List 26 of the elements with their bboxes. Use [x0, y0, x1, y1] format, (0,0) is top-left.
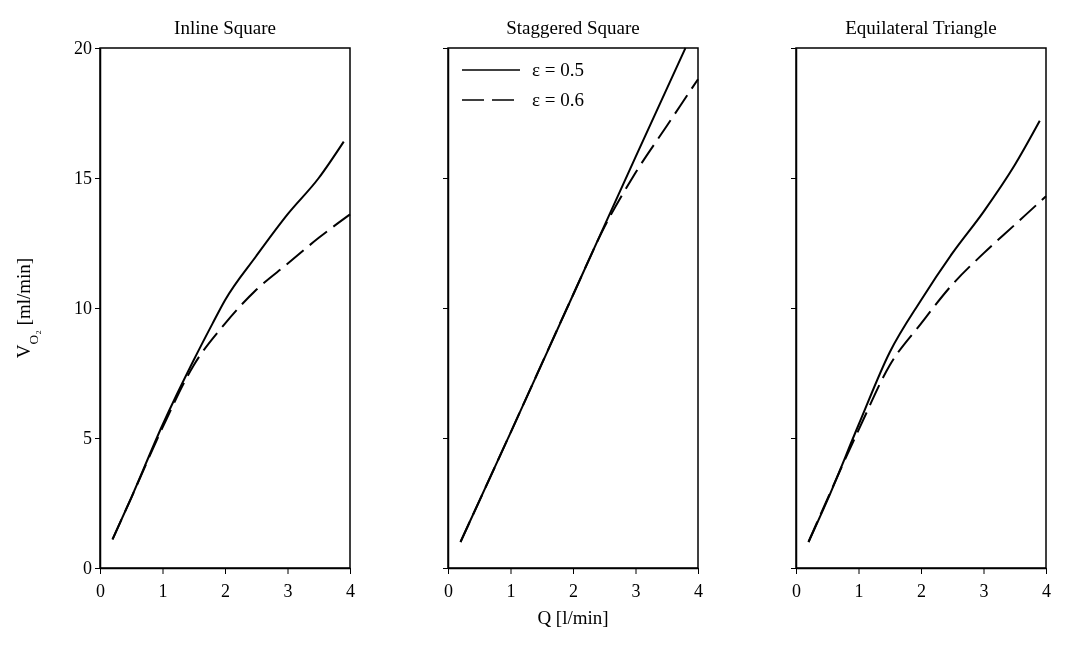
x-tick-label: 1 [158, 580, 168, 601]
x-tick-label: 4 [1042, 580, 1051, 601]
x-tick-label: 3 [979, 580, 989, 601]
y-tick-label: 20 [74, 38, 92, 59]
chart-title: Staggered Square [506, 17, 640, 38]
x-tick-label: 1 [854, 580, 864, 601]
x-tick-label: 0 [96, 580, 105, 601]
x-tick-label: 0 [792, 580, 801, 601]
x-tick-label: 2 [917, 580, 926, 601]
chart-title: Inline Square [174, 17, 276, 38]
legend-label: ε = 0.5 [532, 59, 584, 80]
x-tick-label: 4 [694, 580, 703, 601]
x-tick-label: 0 [444, 580, 453, 601]
y-tick-label: 5 [83, 428, 92, 449]
x-tick-label: 3 [283, 580, 293, 601]
x-tick-label: 2 [221, 580, 230, 601]
legend-label: ε = 0.6 [532, 89, 584, 110]
y-tick-label: 10 [74, 298, 92, 319]
x-tick-label: 1 [506, 580, 516, 601]
x-tick-label: 3 [631, 580, 641, 601]
x-tick-label: 4 [346, 580, 355, 601]
chart-title: Equilateral Triangle [845, 17, 997, 38]
y-tick-label: 0 [83, 558, 92, 579]
x-tick-label: 2 [569, 580, 578, 601]
y-tick-label: 15 [74, 168, 92, 189]
x-axis-title: Q [l/min] [537, 607, 609, 628]
